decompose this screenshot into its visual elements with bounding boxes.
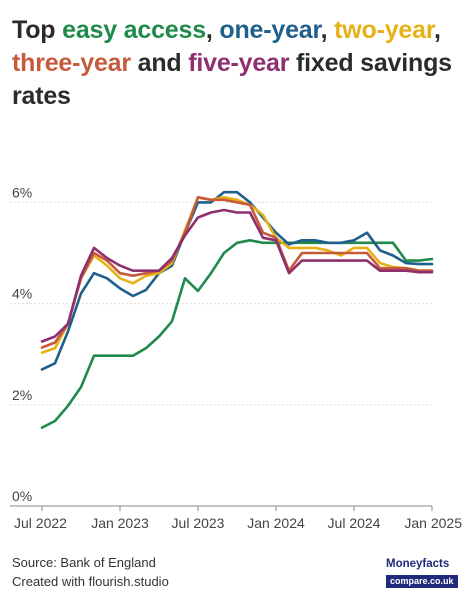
x-tick-label: Jul 2024 [328,515,381,531]
x-tick-label: Jan 2024 [247,515,305,531]
x-tick-label: Jan 2023 [91,515,149,531]
title-part: Top [12,16,63,44]
series-line-three-year [40,196,434,349]
x-tick-label: Jul 2022 [14,515,67,531]
series-line-easy-access [40,239,434,429]
source-note: Source: Bank of England [12,555,156,570]
chart-footer: Source: Bank of England Created with flo… [12,553,169,591]
logo-line-2: compare.co.uk [386,575,458,588]
y-tick-label: 2% [12,387,32,403]
title-part: and [130,49,189,77]
title-part: , [320,16,335,44]
y-axis-labels: 0% 2% 4% 6% [12,184,32,504]
title-part: two-year [334,16,434,44]
series-line-one-year [40,190,434,371]
logo-line-1: Moneyfacts [386,558,450,570]
title-part: one-year [219,16,321,44]
y-tick-label: 6% [12,184,32,200]
title-part: five-year [188,49,290,77]
chart-title: Top easy access, one-year, two-year, thr… [12,14,467,113]
series-line-five-year [40,208,434,343]
line-chart: 0% 2% 4% 6% Jul 2022 Jan 2023 Jul 2023 Jan 202… [10,184,462,531]
title-part: fixed savings rates [12,49,452,110]
x-tick-label: Jan 2025 [404,515,462,531]
created-with-note: Created with flourish.studio [12,574,169,589]
title-part: three-year [12,49,131,77]
series-line-two-year [40,196,434,355]
title-part: , [433,16,441,44]
y-tick-label: 0% [12,488,32,504]
series-lines [40,190,434,429]
x-axis: Jul 2022 Jan 2023 Jul 2023 Jan 2024 Jul 2024… [14,506,462,531]
title-part: easy access [62,16,206,44]
chart-grid [10,201,432,507]
x-tick-label: Jul 2023 [172,515,225,531]
title-part: , [205,16,220,44]
y-tick-label: 4% [12,286,32,302]
moneyfacts-logo: Moneyfacts compare.co.uk [386,558,468,594]
